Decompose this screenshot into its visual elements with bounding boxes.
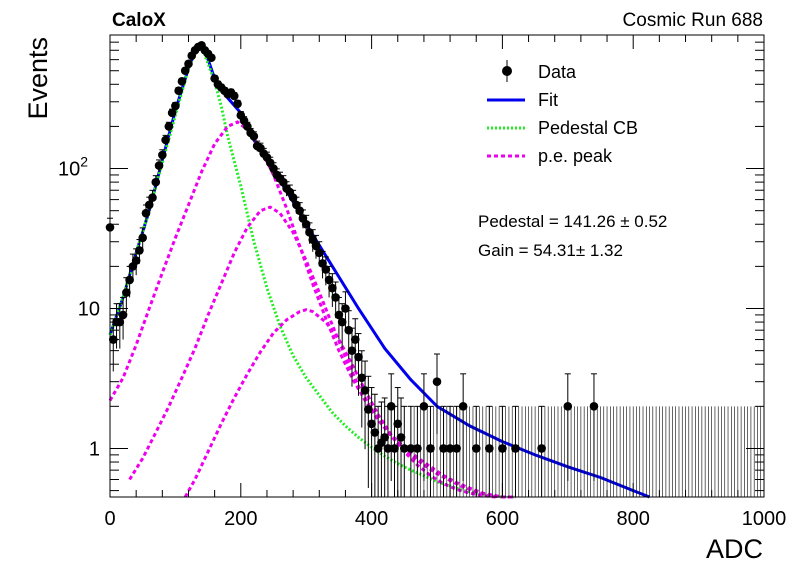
data-point (177, 77, 187, 86)
x-tick-label: 400 (355, 508, 388, 530)
data-point (249, 131, 259, 141)
x-tick-label: 0 (104, 508, 115, 530)
data-point (305, 228, 314, 237)
data-point (269, 164, 278, 173)
data-point (324, 275, 334, 285)
data-point (138, 233, 147, 243)
data-point (144, 200, 154, 210)
data-point (167, 108, 177, 118)
y-tick-label: 1 (89, 438, 100, 460)
y-tick-label: 102 (58, 154, 88, 181)
curve-fit (108, 42, 651, 499)
x-tick-label: 200 (224, 508, 257, 530)
data-point (207, 53, 216, 62)
data-point (347, 346, 357, 355)
data-point (158, 150, 167, 160)
data-point (118, 310, 128, 320)
x-tick-label: 1000 (742, 508, 787, 530)
data-point (115, 317, 125, 327)
data-point (151, 177, 161, 187)
data-point (357, 373, 367, 383)
data-point (350, 335, 360, 344)
run-label: Cosmic Run 688 (623, 10, 763, 31)
curve-p-e-peak-3 (183, 308, 497, 499)
data-point (328, 283, 337, 293)
data-point (122, 288, 131, 297)
data-point (301, 219, 311, 229)
legend-p-e-peak-label: p.e. peak (538, 146, 613, 166)
data-point (364, 405, 373, 414)
data-point (354, 352, 363, 362)
legend: Data Fit Pedestal CB p.e. peak (487, 60, 638, 166)
data-points-layer (105, 40, 765, 497)
data-point (174, 86, 183, 95)
data-point (337, 317, 347, 327)
data-point (141, 208, 151, 218)
data-point (393, 419, 403, 429)
data-point (370, 428, 380, 437)
data-point (383, 444, 393, 453)
legend-pedestal-cb-label: Pedestal CB (538, 118, 638, 138)
data-point (321, 265, 331, 274)
curves-layer (108, 42, 651, 499)
x-tick-label: 800 (617, 508, 650, 530)
y-axis-title: Events (23, 37, 53, 120)
data-point (125, 275, 134, 285)
x-axis-title: ADC (706, 534, 763, 564)
data-point (279, 177, 288, 187)
data-point (367, 419, 376, 429)
y-tick-label: 10 (78, 299, 100, 321)
data-point (380, 433, 389, 442)
data-point (386, 402, 396, 411)
data-point (161, 135, 170, 145)
data-point (400, 444, 409, 453)
data-point (154, 161, 164, 170)
data-point (131, 256, 141, 265)
gain-result: Gain = 54.31± 1.32 (478, 241, 623, 260)
curve-p-e-peak-1 (108, 120, 516, 499)
legend-fit-label: Fit (538, 90, 558, 110)
data-point (396, 433, 406, 442)
data-point (180, 66, 190, 76)
data-point (229, 91, 239, 101)
data-point (334, 310, 344, 320)
data-point (314, 248, 324, 258)
data-point (331, 293, 340, 302)
data-point (171, 101, 180, 111)
x-tick-label: 600 (486, 508, 519, 530)
data-point (311, 241, 321, 251)
legend-data-marker (502, 66, 512, 76)
data-point (233, 99, 242, 109)
data-point (148, 193, 157, 202)
data-point (135, 246, 144, 255)
data-point (360, 386, 370, 395)
data-point (164, 122, 174, 131)
data-point (432, 377, 442, 386)
data-point (288, 193, 298, 202)
pedestal-result: Pedestal = 141.26 ± 0.52 (478, 212, 667, 231)
experiment-label: CaloX (112, 10, 166, 31)
legend-data-label: Data (538, 62, 577, 82)
axes-layer: 0 200 400 600 800 1000 1 10 102 (58, 34, 787, 530)
data-point (184, 59, 193, 69)
data-point (390, 444, 399, 453)
data-point (295, 206, 304, 215)
